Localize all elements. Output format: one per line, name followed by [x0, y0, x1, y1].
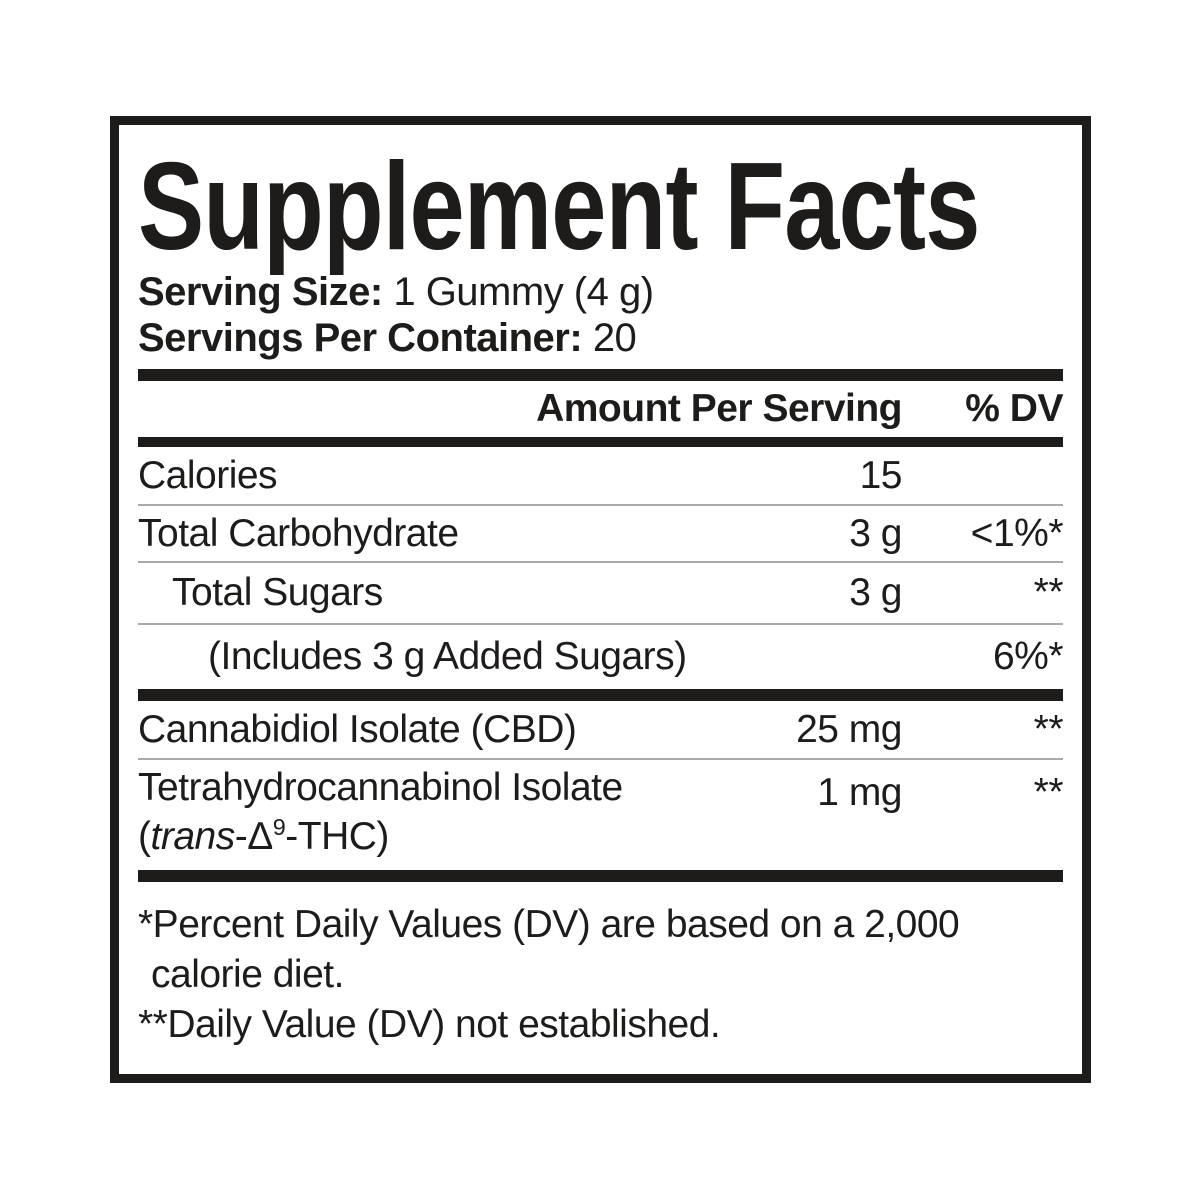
footnote-dv-basis-line1: *Percent Daily Values (DV) are based on …	[138, 903, 960, 946]
table-row-calories: Calories 15	[138, 447, 1063, 504]
row-amount: 1 mg	[817, 771, 902, 814]
row-dv: **	[1033, 771, 1064, 814]
footnotes: *Percent Daily Values (DV) are based on …	[138, 882, 1063, 1050]
row-amount: 15	[859, 453, 903, 497]
header-percent-dv: % DV	[965, 387, 1063, 430]
thc-label-line2: (trans-Δ9-THC)	[138, 814, 389, 860]
footnote-dv-not-established: **Daily Value (DV) not established.	[138, 1003, 721, 1046]
thc-line2-trans: trans	[150, 815, 236, 858]
table-row-total-sugars: Total Sugars 3 g **	[138, 561, 1064, 623]
row-dv: <1%*	[970, 511, 1064, 555]
row-label: Total Sugars	[172, 571, 383, 614]
thc-line2-suffix: -THC)	[285, 815, 389, 858]
servings-per-container-line: Servings Per Container: 20	[138, 315, 1063, 361]
row-label: Calories	[138, 453, 278, 497]
supplement-facts-label: Supplement Facts Serving Size: 1 Gummy (…	[110, 116, 1091, 1083]
thc-line2-paren: (	[138, 815, 151, 858]
servings-per-container-label: Servings Per Container:	[138, 316, 583, 360]
label-title: Supplement Facts	[138, 138, 980, 276]
row-label: Tetrahydrocannabinol Isolate (trans-Δ9-T…	[138, 766, 738, 860]
row-label: Total Carbohydrate	[138, 511, 459, 555]
thick-divider	[138, 437, 1063, 447]
row-label: (Includes 3 g Added Sugars)	[208, 635, 687, 678]
row-dv: **	[1033, 571, 1064, 614]
row-amount: 25 mg	[796, 707, 902, 751]
footnote-dv-basis-line2: calorie diet.	[151, 953, 344, 996]
row-amount: 3 g	[849, 571, 902, 614]
thick-divider	[138, 689, 1063, 701]
thc-line2-delta: -Δ	[234, 815, 274, 858]
servings-per-container-value: 20	[592, 316, 637, 360]
serving-size-line: Serving Size: 1 Gummy (4 g)	[138, 269, 1063, 315]
table-row-total-carbohydrate: Total Carbohydrate 3 g <1%*	[138, 504, 1064, 561]
row-label: Cannabidiol Isolate (CBD)	[138, 707, 577, 751]
serving-size-label: Serving Size:	[138, 270, 383, 314]
thc-label-line1: Tetrahydrocannabinol Isolate	[138, 766, 623, 809]
thick-divider	[138, 870, 1063, 882]
table-row-added-sugars: (Includes 3 g Added Sugars) 6%*	[138, 623, 1064, 689]
row-dv: **	[1033, 707, 1064, 751]
table-row-cbd: Cannabidiol Isolate (CBD) 25 mg **	[138, 701, 1064, 758]
table-row-thc: Tetrahydrocannabinol Isolate (trans-Δ9-T…	[138, 758, 1064, 870]
thc-line2-superscript: 9	[272, 814, 286, 840]
row-amount: 3 g	[849, 511, 902, 555]
thick-divider	[138, 369, 1063, 381]
header-amount-per-serving: Amount Per Serving	[536, 387, 902, 430]
table-header-row: Amount Per Serving % DV	[138, 381, 1063, 437]
row-dv: 6%*	[992, 635, 1064, 678]
serving-size-value: 1 Gummy (4 g)	[393, 270, 654, 314]
